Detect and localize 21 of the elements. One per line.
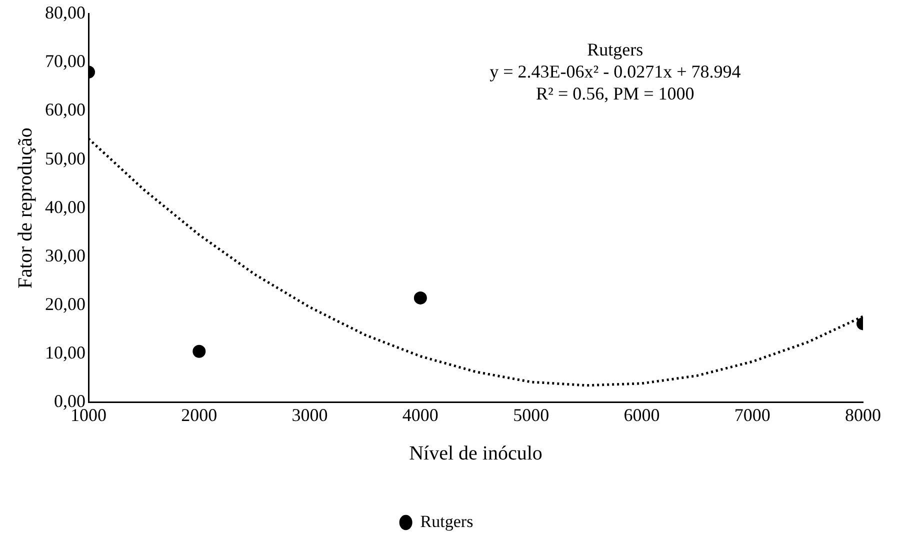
legend-label: Rutgers bbox=[420, 512, 474, 531]
annotation: Rutgers bbox=[587, 40, 644, 60]
x-tick-label: 2000 bbox=[181, 404, 218, 425]
y-tick-label: 70,00 bbox=[45, 51, 86, 72]
x-tick-label: 7000 bbox=[734, 404, 770, 425]
annotation: y = 2.43E-06x² - 0.0271x + 78.994 bbox=[490, 62, 741, 82]
y-tick-label: 20,00 bbox=[45, 294, 86, 314]
y-tick-label: 40,00 bbox=[45, 196, 86, 217]
x-tick-label: 5000 bbox=[513, 404, 550, 425]
y-axis-title: Fator de reprodução bbox=[14, 128, 36, 289]
x-tick-label: 8000 bbox=[845, 404, 881, 425]
annotation: R² = 0.56, PM = 1000 bbox=[536, 84, 694, 104]
y-tick-label: 50,00 bbox=[45, 148, 86, 168]
y-tick-label: 80,00 bbox=[45, 2, 86, 23]
y-tick-label: 60,00 bbox=[45, 100, 86, 120]
y-tick-label: 30,00 bbox=[45, 245, 86, 266]
x-tick-label: 6000 bbox=[624, 404, 660, 425]
y-tick-label: 10,00 bbox=[45, 342, 86, 363]
x-tick-label: 3000 bbox=[292, 404, 328, 425]
x-tick-label: 4000 bbox=[402, 404, 438, 425]
x-axis-title: Nível de inóculo bbox=[409, 442, 542, 464]
